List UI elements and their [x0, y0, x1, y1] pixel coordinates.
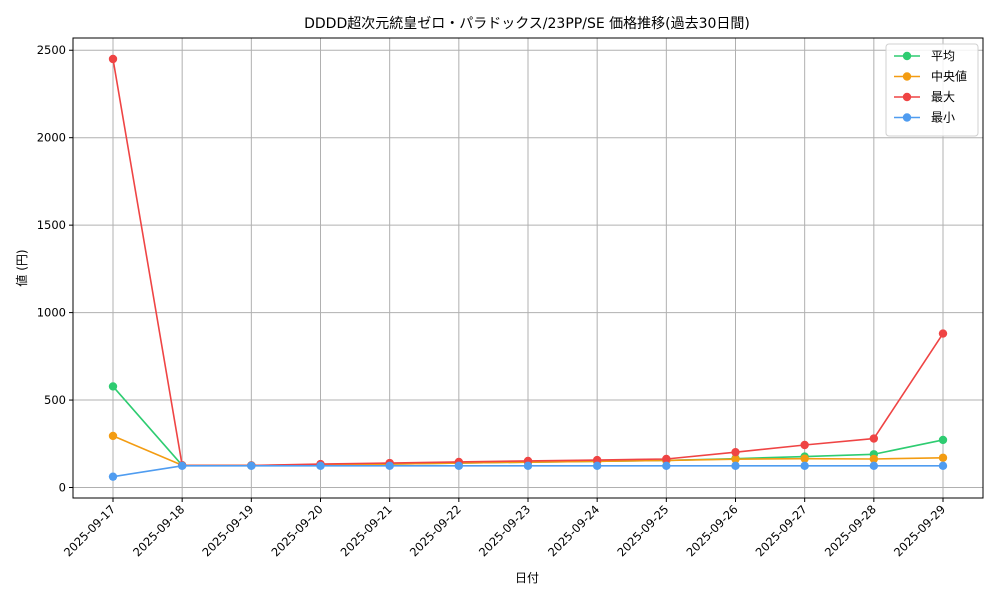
data-point	[316, 461, 325, 471]
x-tick-label: 2025-09-26	[683, 502, 740, 559]
x-tick-label: 2025-09-19	[199, 502, 256, 559]
data-point	[731, 454, 740, 464]
data-point	[938, 453, 948, 462]
data-point	[454, 461, 464, 471]
legend-item: 最大	[894, 90, 955, 104]
legend-item: 最小	[894, 111, 955, 125]
legend-marker	[902, 72, 912, 81]
legend-label: 最小	[931, 111, 955, 125]
x-tick-label: 2025-09-21	[338, 502, 395, 559]
data-point	[869, 461, 879, 471]
chart-title: DDDD超次元統皇ゼロ・パラドックス/23PP/SE 価格推移(過去30日間)	[304, 16, 750, 32]
legend-marker	[902, 92, 912, 102]
legend-label: 平均	[931, 49, 955, 63]
legend-marker	[902, 51, 912, 61]
data-point	[731, 461, 740, 471]
data-point	[108, 54, 118, 64]
legend-item: 平均	[894, 49, 955, 63]
legend-box	[885, 43, 979, 137]
data-point	[800, 454, 809, 463]
data-point	[108, 382, 118, 391]
data-point	[938, 435, 948, 445]
tick-layer: 2025-09-17 2025-09-18 2025-09-19 2025-09-20…	[37, 43, 948, 559]
y-tick-label: 1000	[37, 306, 66, 320]
x-tick-label: 2025-09-18	[130, 502, 187, 559]
data-point	[108, 472, 118, 481]
x-tick-label: 2025-09-25	[614, 502, 671, 559]
x-tick-label: 2025-09-29	[891, 502, 948, 559]
grid-layer	[73, 38, 983, 498]
y-tick-label: 2500	[37, 43, 66, 57]
data-point	[800, 461, 809, 471]
legend-label: 最大	[931, 90, 955, 104]
data-point	[869, 434, 879, 443]
legend-marker	[902, 113, 912, 122]
x-axis-label: 日付	[515, 571, 539, 585]
x-tick-label: 2025-09-17	[61, 502, 118, 559]
data-point	[800, 440, 809, 450]
data-point	[869, 454, 879, 464]
data-point	[938, 461, 948, 471]
data-point	[247, 461, 256, 471]
data-point	[177, 461, 187, 471]
y-tick-label: 2000	[37, 131, 66, 145]
data-point	[662, 461, 671, 471]
legend-label: 中央値	[931, 69, 967, 84]
x-tick-label: 2025-09-27	[753, 502, 810, 559]
y-axis-label: 値 (円)	[14, 249, 29, 286]
data-point	[523, 461, 533, 471]
y-tick-label: 1500	[37, 218, 66, 232]
series-layer	[108, 54, 948, 481]
x-tick-label: 2025-09-23	[476, 502, 533, 559]
x-tick-label: 2025-09-20	[268, 502, 325, 559]
x-tick-label: 2025-09-22	[407, 502, 464, 559]
data-point	[592, 455, 602, 465]
data-point	[385, 461, 394, 471]
x-tick-label: 2025-09-28	[822, 502, 879, 559]
x-tick-label: 2025-09-24	[545, 502, 602, 559]
legend-item: 中央値	[894, 69, 967, 84]
y-tick-label: 0	[59, 481, 66, 495]
data-point	[938, 329, 948, 338]
data-point	[662, 454, 671, 464]
y-tick-label: 500	[44, 393, 66, 407]
data-point	[108, 431, 118, 441]
data-point	[592, 461, 602, 471]
series-最小	[108, 461, 948, 481]
data-point	[731, 447, 740, 457]
